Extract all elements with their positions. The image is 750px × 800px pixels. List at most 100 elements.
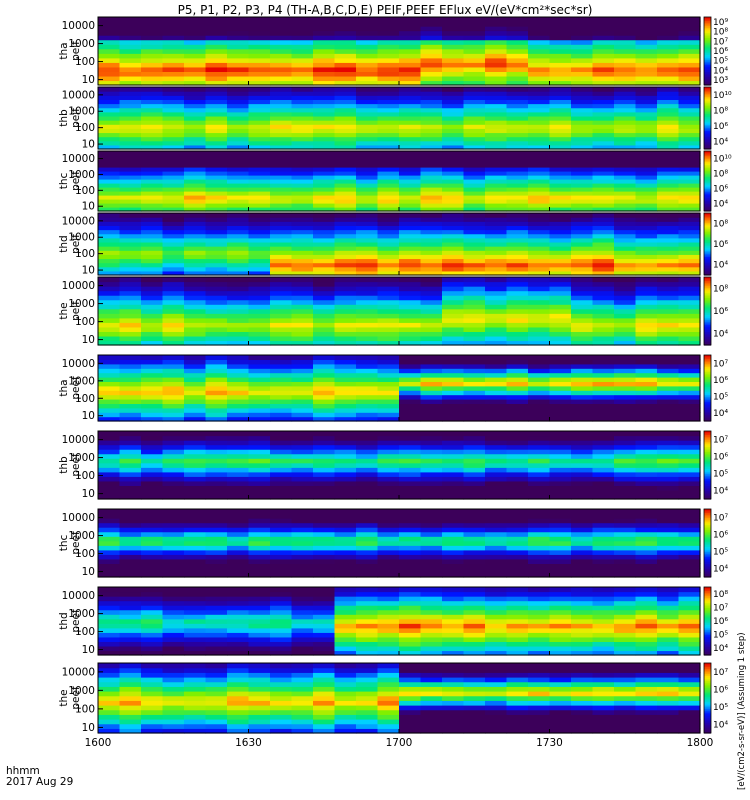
heatmap-cell xyxy=(313,476,336,482)
heatmap-cell xyxy=(463,449,486,455)
heatmap-cell xyxy=(377,681,400,687)
colorbar-tick-label: 10⁶ xyxy=(713,240,728,250)
heatmap-cell xyxy=(248,467,271,473)
heatmap-cell xyxy=(592,363,615,369)
heatmap-cell xyxy=(162,128,185,134)
heatmap-cell xyxy=(205,444,228,450)
heatmap-cell xyxy=(635,522,658,528)
colorbar-segment xyxy=(704,122,711,125)
heatmap-cell xyxy=(227,179,250,184)
colorbar-segment xyxy=(704,179,711,182)
heatmap-cell xyxy=(399,394,422,400)
heatmap-cell xyxy=(549,95,572,100)
heatmap-cell xyxy=(420,195,443,200)
heatmap-cell xyxy=(98,453,121,459)
heatmap-cell xyxy=(227,381,250,387)
heatmap-cell xyxy=(248,246,271,251)
heatmap-cell xyxy=(528,363,551,369)
heatmap-cell xyxy=(248,103,271,109)
y-tick-label: 100 xyxy=(75,703,95,715)
heatmap-cell xyxy=(248,695,271,701)
heatmap-cell xyxy=(162,368,185,374)
heatmap-cell xyxy=(420,136,443,142)
heatmap-cell xyxy=(291,667,314,673)
heatmap-cell xyxy=(334,48,357,54)
heatmap-cell xyxy=(141,627,164,633)
heatmap-cell xyxy=(334,304,357,310)
colorbar-segment xyxy=(704,526,711,529)
heatmap-cell xyxy=(270,213,293,218)
colorbar-segment xyxy=(704,116,711,119)
colorbar-segment xyxy=(704,225,711,228)
heatmap-cell xyxy=(141,453,164,459)
heatmap-cell xyxy=(141,449,164,455)
heatmap-cell xyxy=(205,412,228,418)
heatmap-cell xyxy=(657,650,680,656)
heatmap-cell xyxy=(227,363,250,369)
heatmap-cell xyxy=(678,385,701,391)
colorbar-segment xyxy=(704,708,711,711)
heatmap-cell xyxy=(98,203,121,208)
colorbar-tick-label: 10⁴ xyxy=(713,565,728,575)
heatmap-cell xyxy=(356,695,379,701)
heatmap-cell xyxy=(485,62,508,68)
colorbar-segment xyxy=(704,439,711,442)
heatmap-cell xyxy=(420,191,443,196)
heatmap-cell xyxy=(377,246,400,251)
heatmap-cell xyxy=(313,270,336,276)
y-tick-label: 1000 xyxy=(68,530,95,542)
heatmap-cell xyxy=(356,48,379,54)
colorbar-segment xyxy=(704,314,711,317)
heatmap-cell xyxy=(356,17,379,23)
heatmap-cell xyxy=(592,48,615,54)
heatmap-cell xyxy=(549,471,572,477)
heatmap-cell xyxy=(635,30,658,36)
heatmap-cell xyxy=(313,407,336,413)
heatmap-cell xyxy=(227,627,250,633)
heatmap-cell xyxy=(291,195,314,200)
heatmap-cell xyxy=(205,111,228,117)
heatmap-cell xyxy=(291,540,314,546)
heatmap-cell xyxy=(141,372,164,378)
heatmap-cell xyxy=(399,144,422,150)
heatmap-cell xyxy=(657,221,680,226)
heatmap-cell xyxy=(98,485,121,491)
heatmap-cell xyxy=(356,53,379,59)
heatmap-cell xyxy=(184,399,207,404)
heatmap-cell xyxy=(205,331,228,337)
heatmap-cell xyxy=(291,120,314,125)
heatmap-cell xyxy=(291,471,314,477)
heatmap-cell xyxy=(592,237,615,243)
heatmap-cell xyxy=(184,80,207,86)
heatmap-cell xyxy=(571,714,594,720)
heatmap-cell xyxy=(334,714,357,720)
heatmap-cell xyxy=(635,609,658,615)
heatmap-cell xyxy=(141,536,164,542)
heatmap-cell xyxy=(485,700,508,706)
heatmap-cell xyxy=(528,155,551,160)
heatmap-cell xyxy=(635,723,658,729)
heatmap-cell xyxy=(248,286,271,292)
heatmap-cell xyxy=(98,536,121,542)
colorbar-segment xyxy=(704,624,711,627)
heatmap-cell xyxy=(248,663,271,669)
heatmap-cell xyxy=(657,355,680,360)
heatmap-cell xyxy=(162,99,185,105)
heatmap-cell xyxy=(571,650,594,656)
heatmap-cell xyxy=(635,618,658,624)
heatmap-cell xyxy=(248,719,271,725)
heatmap-cell xyxy=(571,558,594,564)
heatmap-cell xyxy=(141,262,164,268)
heatmap-cell xyxy=(420,258,443,264)
heatmap-cell xyxy=(205,229,228,235)
heatmap-cell xyxy=(334,167,357,172)
colorbar-tick-label: 10⁷ xyxy=(713,514,728,524)
heatmap-cell xyxy=(399,494,422,500)
heatmap-cell xyxy=(205,605,228,611)
heatmap-cell xyxy=(377,39,400,45)
heatmap-cell xyxy=(334,75,357,82)
heatmap-cell xyxy=(141,485,164,491)
heatmap-cell xyxy=(270,53,293,59)
heatmap-cell xyxy=(657,17,680,23)
